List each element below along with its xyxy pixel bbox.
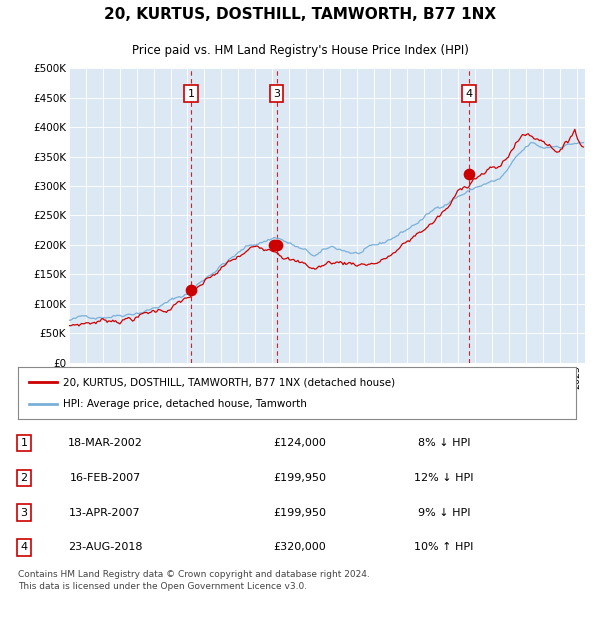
Text: 8% ↓ HPI: 8% ↓ HPI [418,438,470,448]
Text: 4: 4 [20,542,28,552]
Point [269,240,279,250]
Text: Contains HM Land Registry data © Crown copyright and database right 2024.
This d: Contains HM Land Registry data © Crown c… [18,570,370,591]
Text: £199,950: £199,950 [274,508,326,518]
Text: 10% ↑ HPI: 10% ↑ HPI [415,542,473,552]
Text: 3: 3 [20,508,28,518]
Point [186,285,196,294]
Text: £124,000: £124,000 [274,438,326,448]
Text: 9% ↓ HPI: 9% ↓ HPI [418,508,470,518]
Text: £320,000: £320,000 [274,542,326,552]
Text: 3: 3 [273,89,280,99]
Text: 12% ↓ HPI: 12% ↓ HPI [414,472,474,483]
Text: 13-APR-2007: 13-APR-2007 [69,508,141,518]
Text: 2: 2 [20,472,28,483]
Text: 16-FEB-2007: 16-FEB-2007 [70,472,140,483]
Text: HPI: Average price, detached house, Tamworth: HPI: Average price, detached house, Tamw… [62,399,307,409]
Point [464,169,474,179]
Text: 4: 4 [466,89,473,99]
Text: 20, KURTUS, DOSTHILL, TAMWORTH, B77 1NX (detached house): 20, KURTUS, DOSTHILL, TAMWORTH, B77 1NX … [62,378,395,388]
Text: 18-MAR-2002: 18-MAR-2002 [68,438,142,448]
Text: £199,950: £199,950 [274,472,326,483]
Text: Price paid vs. HM Land Registry's House Price Index (HPI): Price paid vs. HM Land Registry's House … [131,44,469,57]
Point [272,240,281,250]
Text: 23-AUG-2018: 23-AUG-2018 [68,542,142,552]
Text: 20, KURTUS, DOSTHILL, TAMWORTH, B77 1NX: 20, KURTUS, DOSTHILL, TAMWORTH, B77 1NX [104,7,496,22]
Text: 1: 1 [20,438,28,448]
Text: 1: 1 [187,89,194,99]
